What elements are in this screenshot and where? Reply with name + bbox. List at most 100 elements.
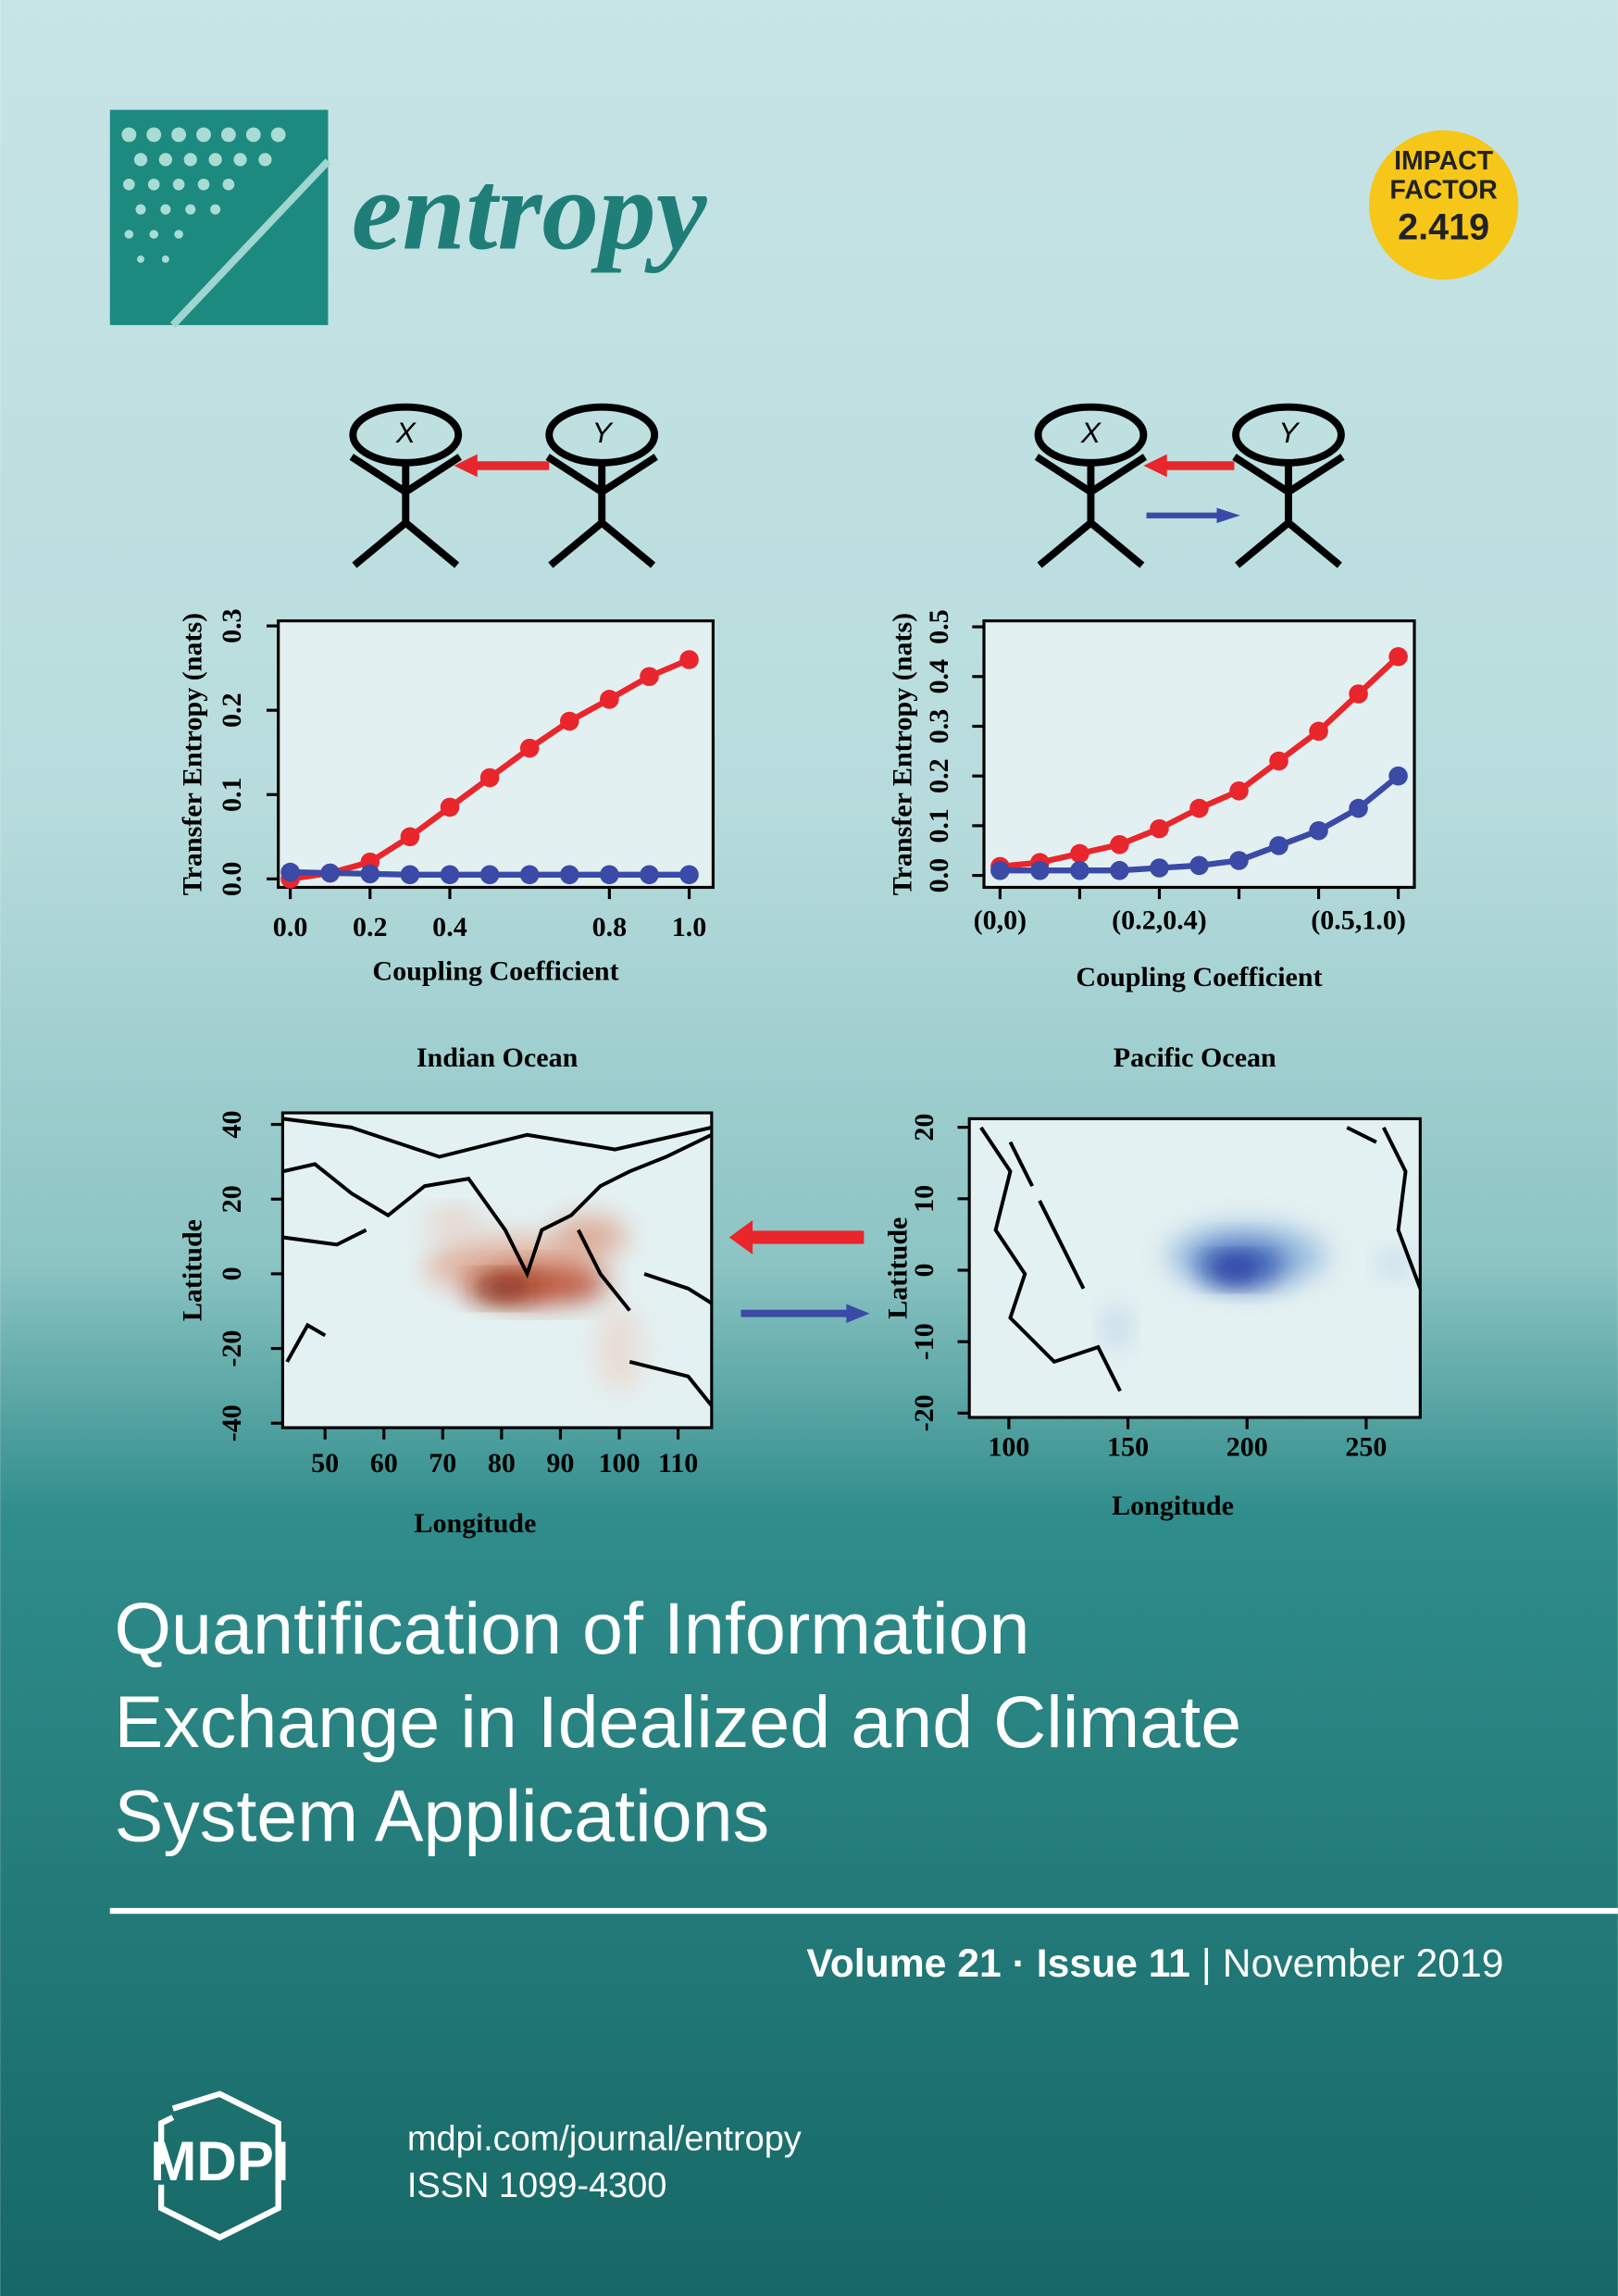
x-axis-title: Coupling Coefficient [1076, 961, 1322, 992]
logo-dot [270, 127, 286, 143]
volume: Volume 21 [806, 1941, 1001, 1986]
y-tick-label: 40 [216, 1111, 247, 1139]
logo-dot [222, 178, 235, 191]
journal-name: entropy [352, 147, 708, 274]
point [440, 865, 460, 885]
stick-figure [1232, 403, 1345, 568]
date: November 2019 [1223, 1941, 1504, 1986]
y-tick-label: 20 [908, 1114, 940, 1142]
x-axis-title: Longitude [1112, 1490, 1234, 1521]
point [1388, 766, 1408, 786]
x-tick-label: 100 [598, 1447, 640, 1479]
logo-dot [220, 127, 236, 143]
x-tick-label: (0.2,0.4) [1112, 904, 1207, 935]
point [1030, 860, 1050, 880]
point [990, 860, 1010, 880]
x-tick-label: 150 [1107, 1431, 1149, 1463]
y-tick-label: 0.0 [923, 858, 954, 893]
stick-figure [349, 403, 463, 568]
point [1349, 684, 1368, 704]
logo-dot [210, 204, 221, 215]
point [559, 711, 579, 731]
logo-dot [174, 230, 183, 239]
point [1070, 843, 1089, 864]
point [1189, 855, 1209, 876]
point [679, 865, 699, 885]
x-tick-label: 70 [429, 1447, 456, 1479]
map-frame [280, 1111, 714, 1429]
impact-badge [1368, 130, 1519, 281]
point [640, 865, 659, 885]
x-tick-label: 0.8 [592, 911, 628, 942]
point [600, 865, 619, 885]
journal-url: mdpi.com/journal/entropy [407, 2119, 802, 2158]
title-line: Exchange in Idealized and Climate [115, 1680, 1242, 1763]
arrow-head [454, 454, 478, 478]
issue-line: Volume 21 · Issue 11 | November 2019 [806, 1941, 1503, 1986]
publisher-logo [157, 2090, 281, 2241]
issue-number: Issue 11 [1037, 1941, 1190, 1986]
x-tick-label: 110 [658, 1447, 698, 1479]
node-label: X [395, 416, 417, 449]
point [479, 767, 500, 788]
body [1034, 454, 1148, 568]
logo-dot [172, 178, 185, 191]
point [1229, 851, 1249, 870]
y-tick-label: 0.2 [216, 693, 247, 728]
point [280, 862, 300, 882]
logo-dot [233, 153, 247, 167]
y-tick-label: 0 [908, 1263, 940, 1277]
title-line: Quantification of Information [115, 1587, 1030, 1669]
map-frame [967, 1117, 1422, 1419]
point [1269, 751, 1288, 771]
point [679, 650, 699, 669]
coastline [282, 1117, 712, 1407]
heat-region [425, 1209, 484, 1234]
arrow-head [846, 1304, 870, 1324]
plot-area [982, 619, 1416, 890]
x-tick-label: 0.0 [273, 911, 308, 942]
node-label: Y [1278, 416, 1300, 449]
impact-label: IMPACT [1394, 146, 1494, 176]
y-tick-label: 10 [908, 1185, 940, 1213]
body [349, 454, 462, 568]
point [519, 865, 540, 885]
map-title: Indian Ocean [417, 1042, 579, 1073]
issn: ISSN 1099-4300 [407, 2166, 667, 2205]
map-title: Pacific Ocean [1114, 1042, 1276, 1073]
body [545, 454, 658, 568]
x-axis-title: Coupling Coefficient [372, 955, 618, 987]
y-tick-label: 0 [216, 1267, 247, 1280]
point [1189, 798, 1209, 818]
heat-region [597, 1304, 641, 1393]
y-tick-label: -20 [216, 1330, 247, 1367]
point [440, 797, 460, 817]
logo-dot [197, 178, 210, 191]
point [1388, 646, 1408, 667]
y-tick-label: 0.5 [923, 609, 954, 644]
y-tick-label: 0.1 [923, 808, 954, 843]
logo-dot [158, 153, 172, 167]
impact-label: FACTOR [1389, 176, 1497, 206]
x-tick-label: 0.4 [432, 911, 467, 942]
y-tick-label: 0.2 [923, 758, 954, 793]
rule [109, 1907, 1618, 1915]
logo-dot [161, 255, 169, 263]
arrow-head [728, 1219, 753, 1254]
logo-dot [137, 255, 144, 263]
heat-region [1104, 1306, 1128, 1348]
logo-dot [245, 127, 261, 143]
y-tick-label: 20 [216, 1185, 247, 1213]
x-tick-label: 90 [546, 1447, 574, 1479]
y-axis-title: Transfer Entropy (nats) [886, 613, 917, 896]
logo-dot [133, 153, 148, 167]
node-label: X [1080, 416, 1102, 449]
y-tick-label: -40 [216, 1404, 247, 1441]
x-tick-label: (0.5,1.0) [1311, 904, 1406, 935]
point [559, 865, 579, 885]
coastline [979, 1126, 1421, 1392]
heat-region [1208, 1258, 1262, 1282]
point [320, 863, 340, 883]
y-tick-label: 0.0 [216, 862, 247, 897]
